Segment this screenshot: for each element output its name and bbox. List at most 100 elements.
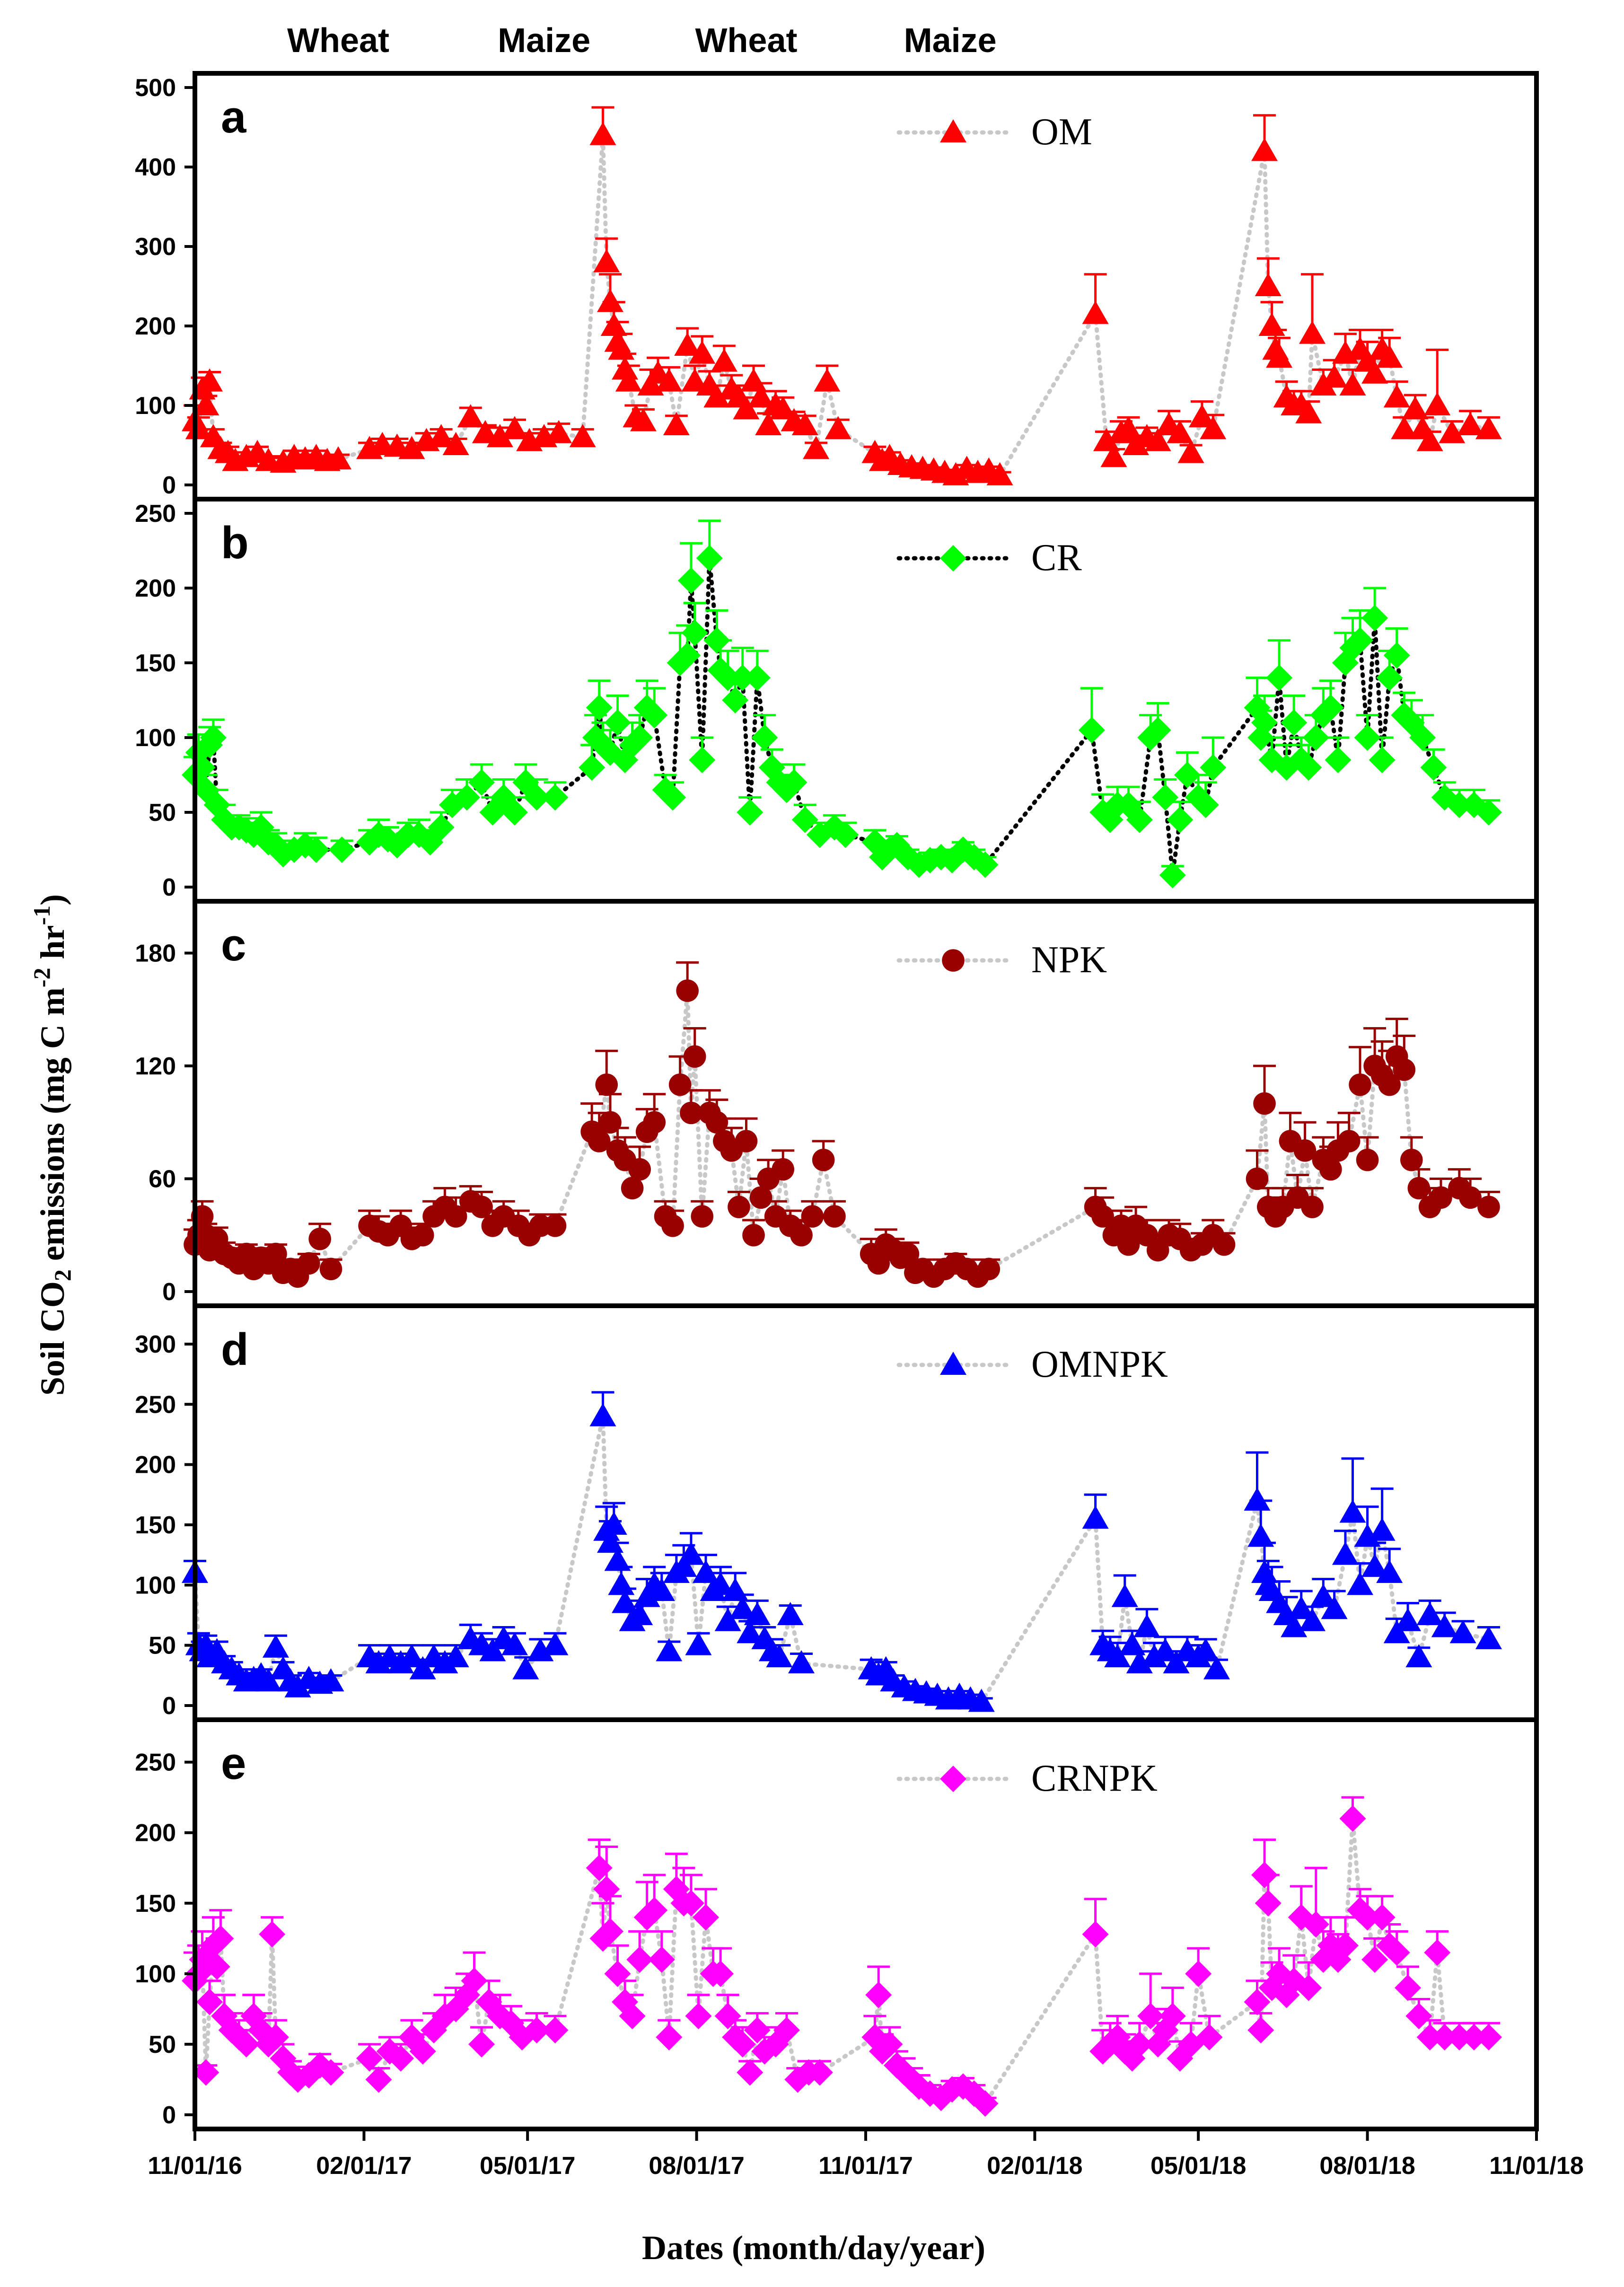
data-point: [328, 836, 355, 863]
data-point: [742, 1223, 765, 1247]
data-point: [542, 1632, 569, 1655]
data-point: [865, 1981, 892, 2008]
data-point: [486, 424, 513, 448]
data-point: [1200, 416, 1227, 440]
data-point: [1295, 1974, 1322, 2001]
data-point: [600, 313, 627, 336]
data-point: [663, 412, 690, 435]
data-point: [788, 1650, 815, 1673]
data-point: [579, 754, 606, 781]
data-point: [1295, 400, 1322, 423]
y-tick-label: 200: [135, 575, 176, 602]
data-point: [1321, 1596, 1348, 1619]
data-point: [1416, 428, 1443, 451]
data-point: [468, 769, 495, 796]
y-tick-label: 150: [135, 650, 176, 677]
data-point: [1111, 1583, 1138, 1607]
data-point: [661, 1214, 684, 1237]
data-point: [670, 1554, 697, 1577]
data-point: [707, 1960, 734, 1987]
data-point: [791, 412, 818, 435]
data-point: [1339, 1499, 1366, 1523]
y-tick-label: 500: [135, 74, 176, 102]
data-point: [823, 1205, 846, 1228]
data-point: [1475, 416, 1502, 440]
data-point: [729, 664, 756, 691]
data-point: [470, 1196, 493, 1218]
data-point: [1339, 1805, 1366, 1832]
data-point: [409, 2038, 436, 2065]
data-point: [977, 1258, 1001, 1281]
data-point: [1361, 360, 1388, 384]
panel-frame-e: [193, 1717, 1539, 2131]
data-point: [1376, 344, 1403, 368]
data-point: [1159, 2003, 1186, 2030]
data-point: [1369, 1904, 1396, 1931]
data-point: [668, 1073, 692, 1096]
data-point: [766, 1644, 793, 1668]
data-point: [628, 1158, 651, 1181]
data-point: [303, 836, 330, 863]
data-point: [674, 642, 701, 669]
data-point: [1152, 1638, 1179, 1662]
data-point: [1133, 1614, 1160, 1637]
data-point: [1339, 372, 1366, 396]
data-point: [1185, 1960, 1212, 1987]
data-point: [259, 1921, 286, 1948]
data-point: [356, 2045, 383, 2072]
data-point: [1144, 717, 1171, 744]
data-point: [1317, 694, 1344, 721]
legend-label-NPK: NPK: [1031, 939, 1107, 981]
data-point: [604, 709, 631, 736]
data-point: [1405, 1644, 1432, 1668]
legend-marker-CRNPK: [940, 1766, 966, 1792]
data-point: [442, 1644, 469, 1668]
data-point: [1246, 1167, 1269, 1190]
data-point: [806, 2059, 833, 2086]
data-point: [461, 1967, 488, 1994]
data-point: [1319, 1158, 1342, 1181]
data-point: [812, 1148, 835, 1171]
data-point: [689, 747, 716, 774]
data-point: [1310, 1583, 1337, 1607]
data-point: [747, 384, 774, 408]
data-point: [677, 1890, 704, 1917]
data-point: [1144, 428, 1171, 451]
data-point: [1082, 1921, 1109, 1948]
data-point: [1258, 313, 1285, 336]
data-point: [674, 333, 701, 356]
data-point: [527, 1638, 554, 1662]
data-point: [641, 702, 668, 729]
legend-label-OMNPK: OMNPK: [1031, 1344, 1168, 1385]
data-point: [1378, 1073, 1401, 1096]
data-point: [1383, 384, 1410, 408]
data-point: [791, 806, 818, 833]
data-point: [1337, 1130, 1361, 1152]
data-point: [608, 1572, 635, 1595]
y-tick-label: 0: [162, 2102, 176, 2129]
data-point: [1430, 1186, 1452, 1209]
data-point: [444, 1205, 467, 1228]
data-point: [1119, 1632, 1146, 1655]
data-point: [1369, 1517, 1396, 1541]
data-point: [867, 1252, 890, 1275]
data-point: [586, 1855, 613, 1882]
x-tick-label: 02/01/18: [987, 2152, 1082, 2180]
data-point: [1376, 1559, 1403, 1583]
data-point: [803, 436, 830, 459]
data-point: [1439, 420, 1466, 443]
x-axis-title: Dates (month/day/year): [642, 2229, 985, 2267]
data-point: [968, 1689, 995, 1712]
data-point: [735, 1130, 758, 1152]
data-point: [387, 1650, 414, 1673]
x-tick-label: 11/01/17: [818, 2152, 913, 2180]
data-point: [319, 1258, 342, 1281]
data-point: [1402, 396, 1429, 420]
data-point: [676, 979, 699, 1002]
panel-letter-e: e: [221, 1738, 246, 1789]
y-tick-label: 100: [135, 1961, 176, 1988]
data-point: [593, 1875, 620, 1902]
data-point: [1431, 1614, 1458, 1637]
y-tick-label: 250: [135, 500, 176, 528]
data-point: [1192, 792, 1219, 818]
